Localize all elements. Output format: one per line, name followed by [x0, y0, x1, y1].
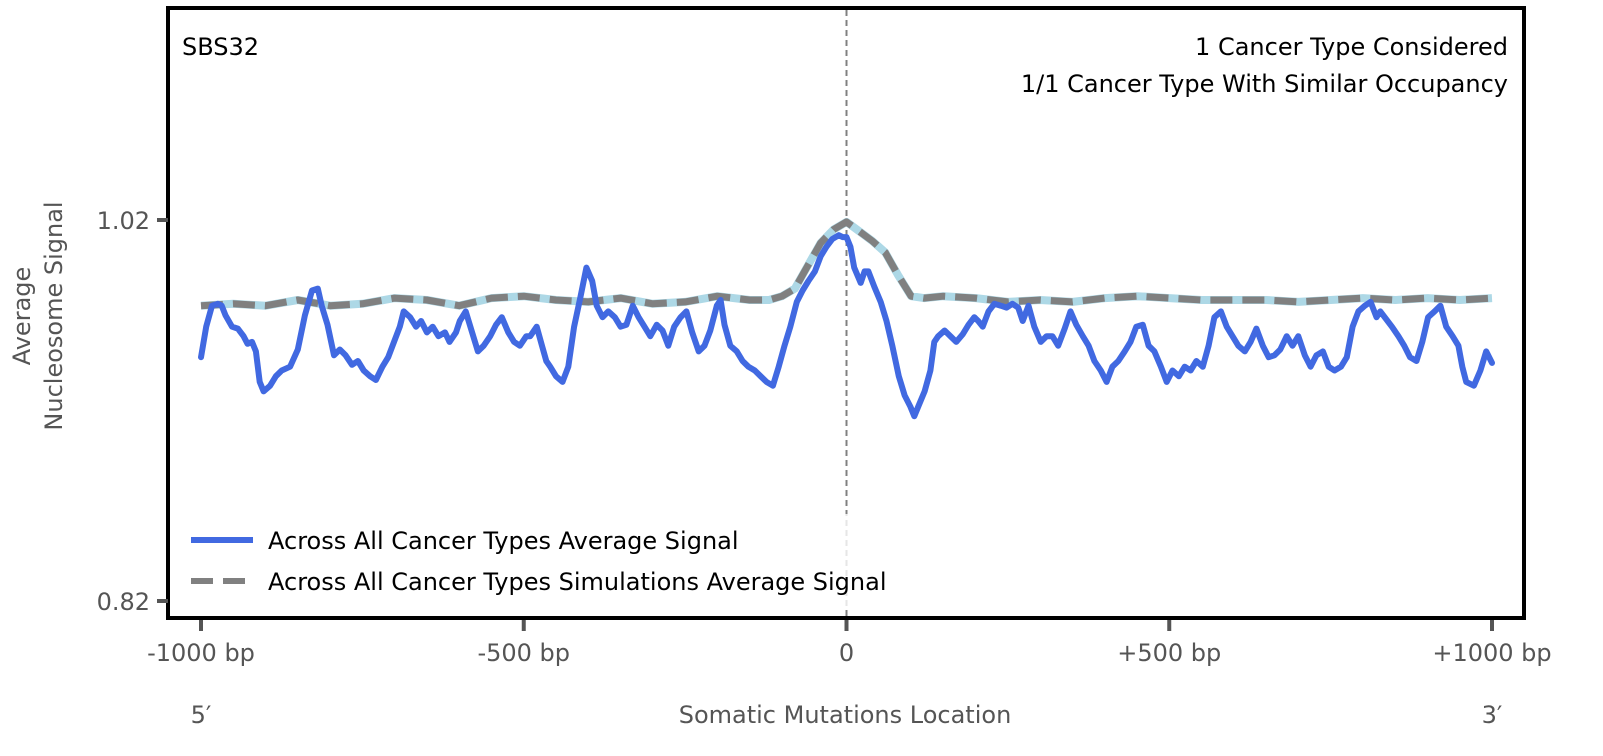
signature-label: SBS32 [182, 33, 259, 61]
annotation-cancer-types-considered: 1 Cancer Type Considered [1195, 33, 1508, 61]
annotation-similar-occupancy: 1/1 Cancer Type With Similar Occupancy [1021, 70, 1508, 98]
y-axis-title-line2: Nucleosome Signal [40, 201, 68, 430]
x-tick-label: 0 [839, 639, 854, 667]
y-tick-label: 0.82 [97, 588, 150, 616]
series-simulated-line [200, 218, 1493, 310]
strand-label-5prime: 5′ [191, 701, 212, 729]
legend-label-observed: Across All Cancer Types Average Signal [268, 527, 739, 555]
plot-frame [166, 6, 1526, 620]
y-tick-label: 1.02 [97, 207, 150, 235]
x-tick-label: +500 bp [1117, 639, 1221, 667]
x-tick-label: -500 bp [477, 639, 570, 667]
x-tick-label: -1000 bp [147, 639, 255, 667]
series-observed-line [198, 232, 1495, 420]
legend-background [180, 514, 980, 608]
legend: Across All Cancer Types Average Signal A… [180, 514, 980, 608]
x-axis-title: Somatic Mutations Location [679, 701, 1012, 729]
legend-label-simulated: Across All Cancer Types Simulations Aver… [268, 568, 887, 596]
x-tick-label: +1000 bp [1432, 639, 1551, 667]
series-layer [198, 217, 1495, 420]
y-axis: 1.02 0.82 [97, 207, 168, 616]
y-axis-title-line1: Average [8, 267, 36, 366]
x-axis: -1000 bp -500 bp 0 +500 bp +1000 bp [147, 620, 1552, 667]
strand-label-3prime: 3′ [1482, 701, 1503, 729]
